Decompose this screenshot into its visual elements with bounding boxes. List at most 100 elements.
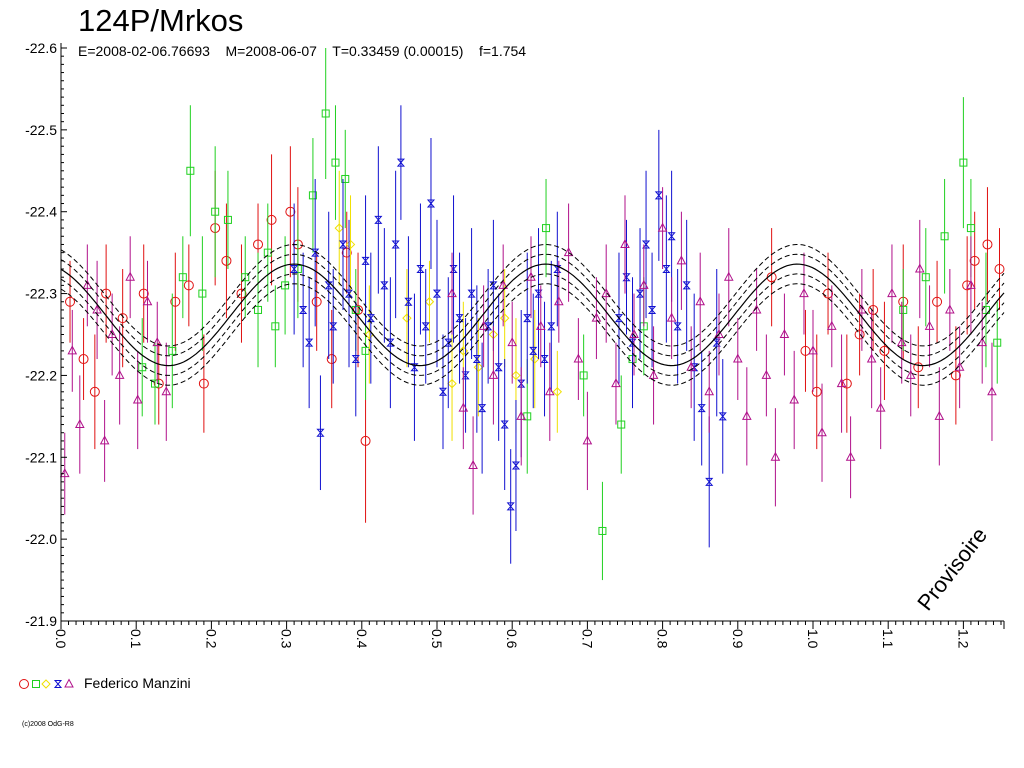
y-tick-label: -21.9	[25, 613, 57, 629]
data-point	[380, 281, 389, 290]
data-point	[517, 379, 526, 388]
data-point	[629, 328, 639, 338]
data-point	[432, 289, 442, 298]
data-point	[647, 305, 657, 314]
y-tick-label: -22.1	[25, 449, 57, 465]
data-point	[959, 158, 968, 167]
data-point	[544, 386, 555, 396]
data-point	[553, 265, 562, 274]
data-point	[101, 288, 112, 299]
data-point	[183, 280, 194, 291]
data-point	[161, 386, 172, 396]
data-point	[705, 477, 714, 486]
data-point	[704, 386, 715, 396]
data-point	[142, 296, 153, 306]
data-point	[614, 314, 624, 323]
data-point	[89, 386, 100, 397]
data-point	[74, 418, 85, 429]
data-point	[366, 314, 375, 323]
data-point	[601, 288, 612, 298]
fit-band	[60, 283, 1005, 386]
data-point	[845, 451, 856, 461]
data-point	[800, 345, 811, 356]
data-point	[186, 166, 195, 175]
data-point	[723, 271, 734, 281]
x-tick-label: 1.0	[805, 629, 821, 649]
x-tick-label: 1.1	[880, 629, 896, 649]
y-tick-label: -22.0	[25, 531, 57, 547]
data-point	[438, 387, 448, 396]
data-point	[241, 273, 250, 282]
x-tick-label: 0.6	[504, 629, 520, 649]
data-point	[789, 394, 800, 404]
data-point	[426, 199, 436, 208]
data-point	[92, 304, 102, 314]
axes: -22.6 -22.5 -22.4 -22.3 -22.2 -22.1 -22.0 -21.9…	[25, 40, 1005, 649]
data-point	[511, 370, 521, 381]
chart-title: 124P/Mrkos	[78, 3, 244, 38]
x-tick-label: 0.9	[730, 629, 746, 649]
data-point	[455, 314, 464, 323]
data-point	[523, 314, 532, 323]
data-point	[311, 296, 322, 307]
data-point	[563, 247, 574, 257]
x-tick-label: 0.1	[128, 629, 144, 649]
data-point	[99, 435, 110, 445]
data-point	[447, 288, 457, 298]
data-point	[391, 240, 400, 249]
data-point	[697, 404, 706, 413]
data-point	[424, 297, 435, 307]
data-point	[53, 680, 63, 688]
data-point	[799, 288, 809, 298]
fit-curve	[60, 263, 1005, 367]
x-tick-label: 0.0	[53, 629, 69, 649]
data-point	[472, 355, 481, 364]
data-point	[598, 526, 607, 535]
data-point	[211, 207, 220, 216]
data-point	[718, 412, 727, 421]
x-tick-label: 0.8	[655, 629, 671, 649]
data-point	[648, 369, 659, 379]
data-point	[582, 435, 593, 445]
data-point	[494, 363, 503, 372]
data-point	[271, 322, 280, 331]
chart-subtitle: E=2008-02-06.76693 M=2008-06-07 T=0.3345…	[78, 43, 527, 59]
data-point	[170, 296, 181, 307]
x-tick-label: 0.4	[354, 629, 370, 649]
data-point	[540, 355, 549, 364]
data-point	[620, 238, 630, 248]
fit-band	[60, 253, 1005, 357]
data-point	[253, 239, 264, 250]
data-point	[969, 255, 980, 266]
data-point	[826, 320, 837, 330]
data-point	[334, 223, 344, 233]
y-tick-label: -22.4	[25, 204, 57, 220]
data-point	[662, 265, 671, 274]
legend-label: Federico Manzini	[84, 675, 191, 691]
data-point	[879, 345, 890, 356]
data-point	[221, 255, 232, 266]
data-point	[351, 355, 360, 364]
data-point	[921, 273, 930, 282]
data-point	[761, 369, 772, 379]
data-point	[542, 224, 551, 233]
data-point	[321, 109, 330, 118]
data-point	[153, 378, 164, 389]
data-point	[905, 369, 916, 379]
data-layer	[59, 48, 1005, 581]
data-point	[285, 206, 296, 217]
legend: Federico Manzini	[18, 675, 191, 691]
data-point	[868, 304, 879, 315]
data-point	[666, 312, 677, 322]
data-point	[331, 158, 340, 167]
data-point	[934, 410, 945, 420]
data-point	[811, 386, 822, 397]
data-point	[994, 264, 1005, 275]
data-point	[461, 371, 470, 380]
data-point	[506, 502, 515, 511]
data-point	[326, 354, 337, 365]
data-point	[553, 296, 564, 306]
data-point	[114, 369, 125, 379]
fit-band	[60, 273, 1005, 376]
